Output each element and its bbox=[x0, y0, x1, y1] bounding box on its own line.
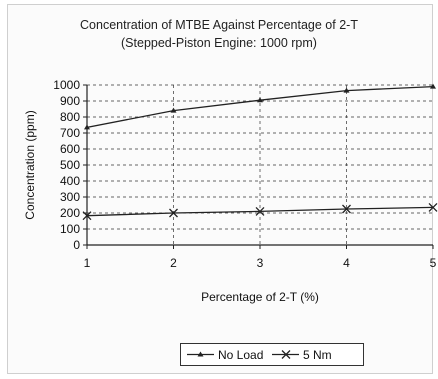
chart-title: Concentration of MTBE Against Percentage… bbox=[80, 18, 358, 32]
grid-lines bbox=[87, 84, 433, 245]
y-tick-label: 900 bbox=[60, 94, 80, 108]
data-point-triangle bbox=[343, 87, 350, 93]
y-tick-label: 800 bbox=[60, 110, 80, 124]
legend-svg: No Load 5 Nm bbox=[187, 348, 332, 362]
series-layer bbox=[82, 83, 438, 221]
data-point-triangle bbox=[170, 107, 177, 113]
y-tick-label: 100 bbox=[60, 222, 80, 236]
y-tick-label: 0 bbox=[73, 238, 80, 252]
x-tick-label: 5 bbox=[430, 256, 437, 270]
y-tick-label: 600 bbox=[60, 142, 80, 156]
axes: 0 100 200 300 400 500 600 700 800 900 1000 1 2 3 4 5 bbox=[53, 78, 436, 270]
x-axis-label: Percentage of 2-T (%) bbox=[201, 290, 319, 304]
y-axis-label: Concentration (ppm) bbox=[23, 110, 37, 219]
data-point-triangle bbox=[430, 83, 436, 89]
y-tick-label: 300 bbox=[60, 190, 80, 204]
chart-subtitle: (Stepped-Piston Engine: 1000 rpm) bbox=[121, 36, 317, 50]
y-tick-label: 1000 bbox=[53, 78, 80, 92]
legend-label-no-load: No Load bbox=[218, 348, 263, 362]
data-point-x bbox=[428, 202, 438, 212]
data-point-x bbox=[342, 204, 351, 214]
data-point-triangle bbox=[84, 124, 90, 130]
y-tick-label: 700 bbox=[60, 126, 80, 140]
x-tick-label: 4 bbox=[343, 256, 350, 270]
legend-label-5nm: 5 Nm bbox=[303, 348, 332, 362]
legend-marker-x bbox=[281, 350, 291, 359]
x-tick-label: 2 bbox=[170, 256, 177, 270]
data-point-x bbox=[82, 211, 92, 221]
legend: No Load 5 Nm bbox=[180, 343, 364, 366]
x-tick-label: 3 bbox=[257, 256, 264, 270]
x-tick-label: 1 bbox=[84, 256, 91, 270]
data-point-triangle bbox=[257, 97, 263, 103]
chart-frame bbox=[7, 4, 433, 374]
y-tick-label: 500 bbox=[60, 158, 80, 172]
y-tick-label: 200 bbox=[60, 206, 80, 220]
data-point-x bbox=[255, 206, 265, 216]
legend-marker-triangle bbox=[197, 351, 204, 357]
y-tick-label: 400 bbox=[60, 174, 80, 188]
data-point-x bbox=[169, 208, 178, 218]
